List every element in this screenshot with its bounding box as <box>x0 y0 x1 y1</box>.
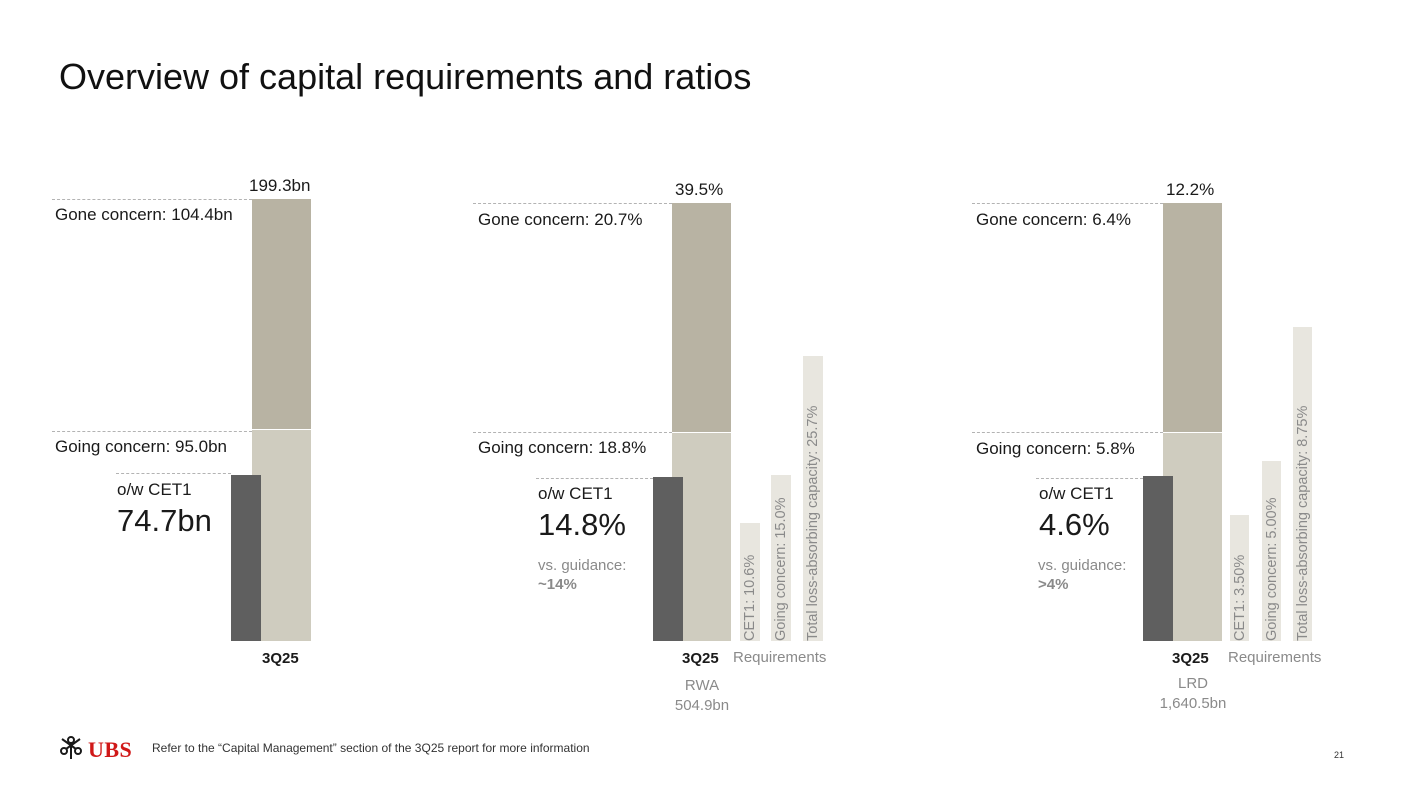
bar-gone-concern <box>252 198 311 430</box>
bar-cet1 <box>1143 475 1173 641</box>
total-label: 199.3bn <box>249 176 311 195</box>
gone-divider <box>473 203 672 204</box>
denominator: RWA 504.9bn <box>652 676 752 716</box>
requirement-bar-cet1 <box>740 523 760 641</box>
denominator-label: LRD <box>1177 675 1208 692</box>
total-label: 12.2% <box>1166 180 1215 199</box>
cet1-divider <box>536 478 653 479</box>
bar-gone-concern <box>1163 203 1222 432</box>
going-label: Going concern: 18.8% <box>478 438 647 457</box>
going-label: Going concern: 95.0bn <box>55 437 228 456</box>
ubs-logo: UBS <box>58 734 132 765</box>
requirements-tick: Requirements <box>733 649 827 666</box>
guidance-value: ~14% <box>538 576 577 593</box>
going-divider <box>473 432 672 433</box>
guidance-label: vs. guidance: <box>538 557 627 574</box>
x-tick: 3Q25 <box>1172 650 1209 667</box>
going-divider <box>972 432 1163 433</box>
keys-icon <box>58 734 84 765</box>
bar-cet1 <box>653 476 683 641</box>
denominator-value: 1,640.5bn <box>1159 695 1227 712</box>
gone-divider <box>972 203 1163 204</box>
cet1-value: 14.8% <box>538 507 626 542</box>
denominator-label: RWA <box>684 677 720 694</box>
x-tick: 3Q25 <box>262 650 299 667</box>
requirement-bar-cet1 <box>1230 515 1249 641</box>
denominator: LRD 1,640.5bn <box>1138 674 1248 714</box>
bar-cet1 <box>231 475 261 641</box>
total-label: 39.5% <box>675 180 724 199</box>
requirement-label: CET1: 10.6% <box>742 554 758 641</box>
footnote: Refer to the “Capital Management” sectio… <box>152 741 590 755</box>
bar-going-concern <box>252 430 311 641</box>
cet1-value: 74.7bn <box>117 503 212 538</box>
guidance-label: vs. guidance: <box>1038 557 1127 574</box>
requirement-label: Going concern: 15.0% <box>773 497 789 641</box>
cet1-label: o/w CET1 <box>1039 484 1114 503</box>
requirement-bar-going-concern <box>771 474 791 641</box>
page-title: Overview of capital requirements and rat… <box>59 56 752 97</box>
gone-divider <box>52 199 252 200</box>
denominator-value: 504.9bn <box>674 697 730 714</box>
page-number: 21 <box>1334 750 1345 760</box>
requirement-label: CET1: 3.50% <box>1232 554 1248 641</box>
gone-label: Gone concern: 6.4% <box>976 210 1131 229</box>
gone-label: Gone concern: 20.7% <box>478 210 643 229</box>
requirement-label: Total loss-absorbing capacity: 25.7% <box>805 405 821 641</box>
requirement-label: Total loss-absorbing capacity: 8.75% <box>1295 405 1311 641</box>
cet1-label: o/w CET1 <box>538 484 613 503</box>
requirement-bar-going-concern <box>1262 461 1281 641</box>
cet1-divider <box>116 473 231 474</box>
requirements-tick: Requirements <box>1228 649 1322 666</box>
x-tick: 3Q25 <box>682 650 719 667</box>
cet1-divider <box>1036 478 1143 479</box>
gone-label: Gone concern: 104.4bn <box>55 205 233 224</box>
bar-gone-concern <box>672 203 731 432</box>
going-divider <box>52 431 252 432</box>
requirement-label: Going concern: 5.00% <box>1264 497 1280 641</box>
cet1-value: 4.6% <box>1039 507 1110 542</box>
guidance-value: >4% <box>1038 576 1069 593</box>
requirement-bar-total <box>803 356 823 641</box>
logo-text: UBS <box>88 736 133 762</box>
going-label: Going concern: 5.8% <box>976 439 1135 458</box>
requirement-bar-total <box>1293 326 1312 641</box>
cet1-label: o/w CET1 <box>117 480 192 499</box>
